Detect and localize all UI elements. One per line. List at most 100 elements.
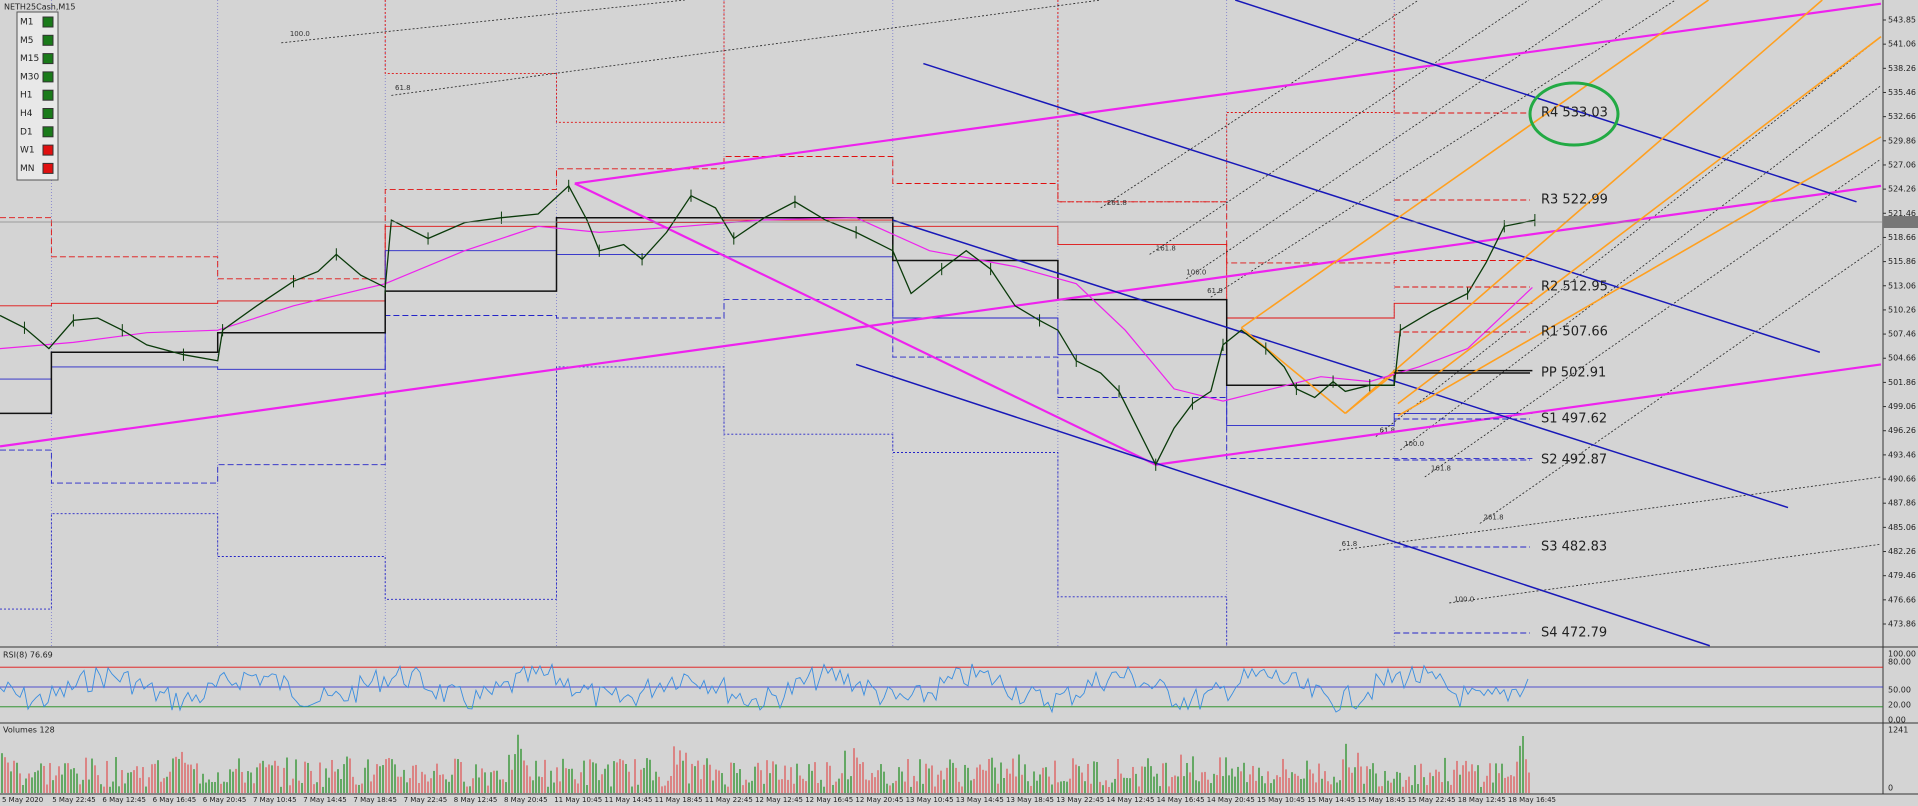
timeframe-toggle[interactable] <box>42 53 54 65</box>
timeframe-label: MN <box>20 164 35 174</box>
time-label: 7 May 22:45 <box>404 796 448 804</box>
price-label: 476.66 <box>1888 595 1916 604</box>
timeframe-toggle[interactable] <box>42 34 54 46</box>
time-label: 7 May 18:45 <box>353 796 397 804</box>
pivot-label: R2 512.95 <box>1541 280 1608 295</box>
pp-history <box>0 216 1533 415</box>
fib-label: 100.0 <box>290 30 310 38</box>
pitchfork-line <box>1397 36 1882 405</box>
trend-line <box>574 2 1882 185</box>
time-label: 15 May 22:45 <box>1408 796 1456 804</box>
fib-label: 61.8 <box>1207 287 1223 295</box>
rsi-line <box>0 662 1529 714</box>
timeframe-label: M5 <box>20 36 34 46</box>
timeframe-label: D1 <box>20 127 33 137</box>
highlight-circle <box>1528 81 1620 147</box>
fib-line <box>1424 158 1882 478</box>
price-label: 499.06 <box>1888 402 1916 411</box>
fib-line <box>1400 85 1882 451</box>
time-label: 15 May 10:45 <box>1257 796 1305 804</box>
timeframe-toggle[interactable] <box>42 89 54 101</box>
timeframe-toggle[interactable] <box>42 144 54 156</box>
time-label: 13 May 10:45 <box>906 796 954 804</box>
price-label: 482.26 <box>1888 547 1916 556</box>
pivot-history <box>0 299 1533 484</box>
pitchfork-line <box>1240 327 1346 414</box>
volume-label: Volumes 128 <box>3 726 55 735</box>
pitchfork-line <box>1344 369 1399 414</box>
pivot-label: PP 502.91 <box>1541 366 1606 381</box>
timeframe-toggle[interactable] <box>42 162 54 174</box>
price-label: 532.66 <box>1888 112 1916 121</box>
rsi-scale-label: 80.00 <box>1888 658 1911 667</box>
price-label: 487.86 <box>1888 499 1916 508</box>
fib-label: 61.8 <box>1380 426 1396 434</box>
price-label: 527.06 <box>1888 160 1916 169</box>
pivot-label: R4 533.03 <box>1541 106 1608 121</box>
fib-line <box>1479 244 1882 524</box>
time-label: 15 May 18:45 <box>1357 796 1405 804</box>
time-label: 11 May 14:45 <box>604 796 652 804</box>
fib-line <box>1186 0 1603 280</box>
time-label: 13 May 14:45 <box>956 796 1004 804</box>
price-label: 496.26 <box>1888 426 1916 435</box>
time-label: 11 May 10:45 <box>554 796 602 804</box>
timeframe-toggle[interactable] <box>42 126 54 138</box>
time-label: 18 May 12:45 <box>1458 796 1506 804</box>
time-label: 12 May 16:45 <box>805 796 853 804</box>
price-label: 535.46 <box>1888 88 1916 97</box>
price-label: 501.86 <box>1888 378 1916 387</box>
price-label: 510.26 <box>1888 305 1916 314</box>
rsi-scale-label: 0.00 <box>1888 716 1906 725</box>
rsi-label: RSI(8) 76.69 <box>3 651 53 660</box>
time-label: 11 May 18:45 <box>655 796 703 804</box>
fib-line <box>1449 543 1882 604</box>
timeframe-label: M1 <box>20 18 34 28</box>
time-label: 14 May 12:45 <box>1106 796 1154 804</box>
price-label: 543.85 <box>1888 16 1916 25</box>
price-label: 493.46 <box>1888 450 1916 459</box>
trend-line <box>574 182 1157 466</box>
rsi-scale-label: 20.00 <box>1888 701 1911 710</box>
price-label: 541.06 <box>1888 40 1916 49</box>
pivot-label: S3 482.83 <box>1541 540 1607 555</box>
channel-line <box>923 62 1821 353</box>
fib-label: 161.8 <box>1431 464 1451 472</box>
fib-label: 100.0 <box>1454 595 1474 603</box>
fib-line <box>1100 0 1419 209</box>
symbol-title: NETH25Cash,M15 <box>4 3 75 12</box>
price-label: 479.46 <box>1888 571 1916 580</box>
fib-label: 61.8 <box>395 84 411 92</box>
rsi-scale-label: 50.00 <box>1888 686 1911 695</box>
price-label: 507.46 <box>1888 330 1916 339</box>
time-label: 15 May 14:45 <box>1307 796 1355 804</box>
pivot-history <box>1057 0 1395 203</box>
pitchfork-line <box>1397 136 1882 417</box>
channel-line <box>1234 0 1857 203</box>
time-label: 14 May 16:45 <box>1157 796 1205 804</box>
timeframe-label: W1 <box>20 146 35 156</box>
fib-line <box>1149 0 1529 255</box>
time-label: 7 May 10:45 <box>253 796 297 804</box>
time-label: 8 May 20:45 <box>504 796 548 804</box>
timeframe-toggle[interactable] <box>42 108 54 119</box>
fib-label: 161.8 <box>1156 244 1176 252</box>
price-label: 521.46 <box>1888 209 1916 218</box>
timeframe-label: M30 <box>20 72 39 82</box>
price-label: 529.86 <box>1888 136 1916 145</box>
time-label: 11 May 22:45 <box>705 796 753 804</box>
price-label: 513.06 <box>1888 281 1916 290</box>
time-label: 13 May 22:45 <box>1056 796 1104 804</box>
timeframe-toggle[interactable] <box>42 71 54 83</box>
fib-label: 61.8 <box>1342 540 1358 548</box>
timeframe-toggle[interactable] <box>42 16 54 28</box>
price-label: 504.66 <box>1888 354 1916 363</box>
price-path <box>0 184 1536 467</box>
time-label: 14 May 20:45 <box>1207 796 1255 804</box>
pivot-label: S1 497.62 <box>1541 412 1607 427</box>
volume-scale-label: 1241 <box>1888 726 1908 735</box>
fib-label: 261.8 <box>1483 513 1503 521</box>
